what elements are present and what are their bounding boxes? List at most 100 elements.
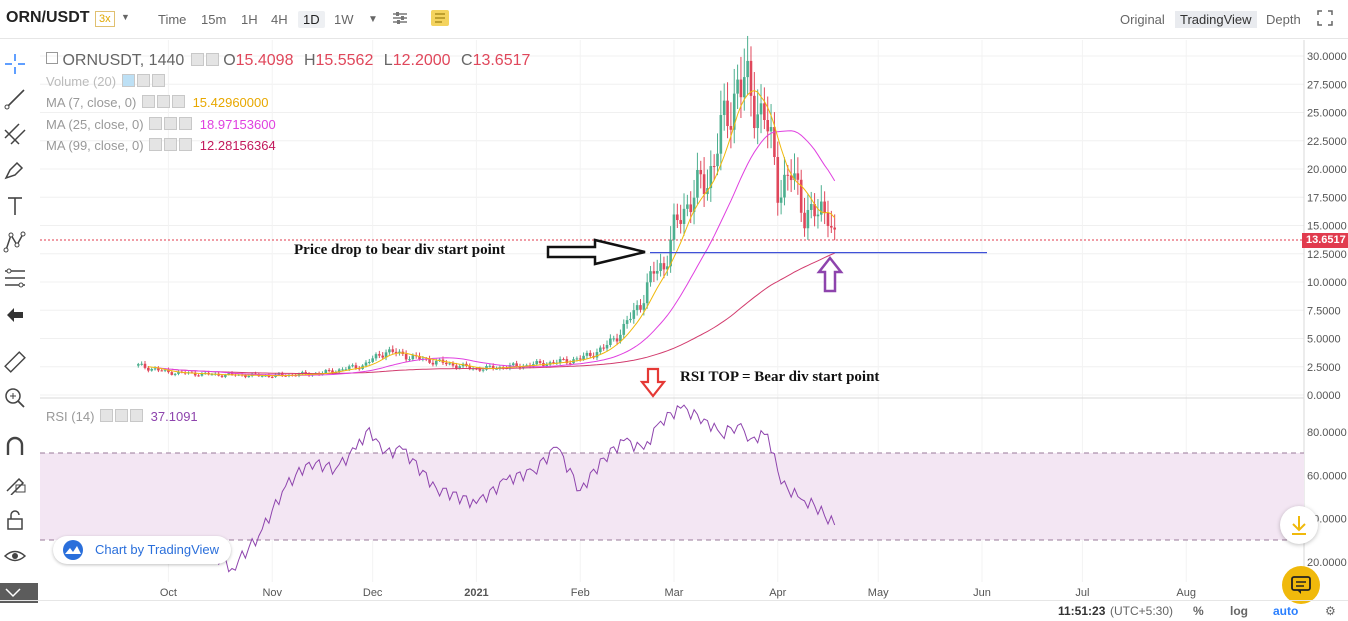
eye-toggle-icon[interactable] [190, 53, 204, 66]
crosshair-icon[interactable] [3, 52, 27, 76]
ma99-value: 12.28156364 [199, 138, 276, 153]
candle-body [699, 169, 703, 175]
gear-icon[interactable] [136, 74, 150, 87]
time-tick-label: Feb [571, 587, 590, 599]
candle-body [595, 352, 599, 358]
candle-body [244, 375, 247, 378]
low-value: 12.2000 [392, 52, 451, 69]
candle-body [625, 320, 629, 324]
timeframe-more-icon[interactable]: ▼ [368, 14, 378, 25]
candle-body [143, 363, 147, 368]
trend-line-icon[interactable] [3, 87, 27, 111]
candle-body [562, 359, 565, 361]
gear-icon[interactable] [205, 53, 219, 66]
candle-body [247, 375, 251, 378]
auto-toggle[interactable]: auto [1273, 604, 1299, 618]
close-icon[interactable] [130, 409, 144, 422]
ruler-icon[interactable] [3, 350, 27, 374]
rsi-line [211, 404, 836, 573]
eye-toggle-icon[interactable] [141, 95, 155, 108]
open-label: O [223, 52, 236, 69]
candle-body [478, 368, 482, 371]
candle-body [709, 166, 713, 189]
top-toolbar: ORN/USDT 3x ▼ Time 15m 1H 4H 1D 1W ▼ Ori… [0, 0, 1348, 39]
candle-body [739, 79, 743, 98]
time-axis-ticks: Oct Nov Dec 2021 Feb Mar Apr May Jun Jul Aug [160, 587, 1196, 599]
eye-toggle-icon[interactable] [149, 138, 163, 151]
magnet-icon[interactable] [3, 435, 27, 459]
candle-body [746, 60, 749, 78]
tradingview-branding[interactable]: Chart by TradingView [53, 536, 231, 564]
candle-body [793, 173, 796, 181]
candle-body [819, 201, 823, 215]
timeframe-4h[interactable]: 4H [271, 12, 288, 27]
percent-toggle[interactable]: % [1193, 604, 1204, 618]
view-original[interactable]: Original [1120, 12, 1165, 27]
candle-body [284, 375, 287, 377]
candle-body [153, 368, 157, 370]
collapse-toolbar-icon[interactable] [0, 583, 38, 603]
eye-toggle-icon[interactable] [149, 117, 163, 130]
indicator-settings-icon[interactable] [390, 9, 410, 27]
close-icon[interactable] [179, 117, 193, 130]
candle-body [599, 347, 602, 353]
clock-timezone[interactable]: (UTC+5:30) [1110, 604, 1174, 618]
fullscreen-icon[interactable] [1316, 9, 1336, 27]
close-icon[interactable] [151, 74, 165, 87]
brush-icon[interactable] [3, 158, 27, 182]
candle-body [585, 352, 589, 356]
close-icon[interactable] [179, 138, 193, 151]
candle-body [582, 355, 585, 360]
candle-body [575, 358, 579, 360]
timeframe-time[interactable]: Time [158, 12, 187, 27]
notes-icon[interactable] [430, 9, 450, 27]
candle-body [806, 209, 810, 229]
eye-toggle-icon[interactable] [100, 409, 114, 422]
timeframe-15m[interactable]: 15m [201, 12, 227, 27]
time-tick-label: Apr [769, 587, 786, 599]
chat-icon [1291, 576, 1311, 594]
eye-icon[interactable] [3, 544, 27, 568]
unlock-icon[interactable] [3, 508, 27, 532]
price-tick-label: 22.5000 [1307, 136, 1347, 148]
text-tool-icon[interactable] [3, 194, 27, 218]
scroll-to-latest-button[interactable] [1280, 506, 1318, 544]
time-tick-label: May [868, 587, 889, 599]
price-axis-ticks: 30.0000 27.5000 25.0000 22.5000 20.0000 17.50… [1307, 51, 1347, 569]
candle-body [147, 367, 150, 371]
chart-canvas[interactable]: 30.0000 27.5000 25.0000 22.5000 20.0000 17.50… [0, 0, 1348, 600]
parallel-channel-icon[interactable] [3, 122, 27, 146]
candle-body [568, 363, 572, 365]
candle-body [193, 372, 197, 376]
view-depth[interactable]: Depth [1266, 12, 1301, 27]
gear-icon[interactable] [156, 95, 170, 108]
log-toggle[interactable]: log [1230, 604, 1248, 618]
gear-icon[interactable]: ⚙ [1325, 604, 1336, 618]
leverage-badge[interactable]: 3x [95, 11, 115, 27]
zoom-in-icon[interactable] [3, 386, 27, 410]
symbol-title[interactable]: ORN/USDT [6, 9, 90, 26]
timeframe-1h[interactable]: 1H [241, 12, 258, 27]
pattern-icon[interactable] [3, 230, 27, 254]
lock-drawing-icon[interactable] [3, 471, 27, 496]
view-tradingview[interactable]: TradingView [1175, 11, 1257, 28]
timeframe-1w[interactable]: 1W [334, 12, 354, 27]
volume-label: Volume (20) [46, 74, 117, 89]
candle-body [635, 305, 639, 311]
candle-body [357, 368, 361, 370]
eye-toggle-icon[interactable] [121, 74, 135, 87]
candle-body [826, 213, 830, 226]
ma7-legend: MA (7, close, 0) 15.42960000 [46, 95, 268, 110]
collapse-legend-icon[interactable] [46, 52, 58, 64]
candle-body [696, 169, 699, 198]
chevron-down-icon[interactable]: ▼ [121, 12, 130, 22]
close-icon[interactable] [171, 95, 185, 108]
candle-body [173, 373, 177, 375]
gear-icon[interactable] [115, 409, 129, 422]
timeframe-1d[interactable]: 1D [298, 11, 325, 28]
gear-icon[interactable] [164, 117, 178, 130]
fib-retracement-icon[interactable] [3, 266, 27, 290]
back-arrow-icon[interactable] [3, 303, 27, 327]
chat-button[interactable] [1282, 566, 1320, 604]
gear-icon[interactable] [164, 138, 178, 151]
